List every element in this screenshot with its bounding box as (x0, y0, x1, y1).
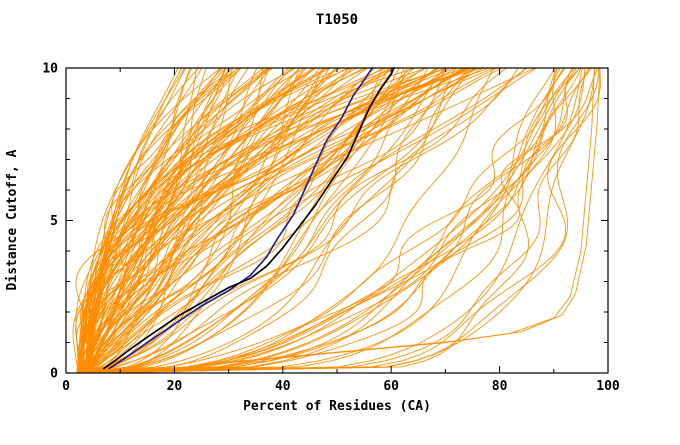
highlight-curves (103, 67, 395, 370)
x-tick-label: 20 (167, 379, 183, 394)
x-axis-label: Percent of Residues (CA) (243, 399, 431, 414)
y-axis-label: Distance Cutoff, A (5, 149, 20, 290)
x-tick-label: 0 (62, 379, 70, 394)
ensemble-curves (72, 67, 601, 374)
y-tick-label: 0 (50, 367, 58, 382)
x-tick-label: 100 (596, 379, 620, 394)
chart-title: T1050 (316, 12, 358, 28)
x-tick-label: 60 (383, 379, 399, 394)
x-tick-label: 80 (492, 379, 508, 394)
axis-ticks: 0 20 40 60 80 100 0 5 10 (42, 62, 620, 395)
y-tick-label: 5 (50, 214, 58, 229)
x-tick-label: 40 (275, 379, 291, 394)
y-tick-label: 10 (42, 62, 58, 77)
